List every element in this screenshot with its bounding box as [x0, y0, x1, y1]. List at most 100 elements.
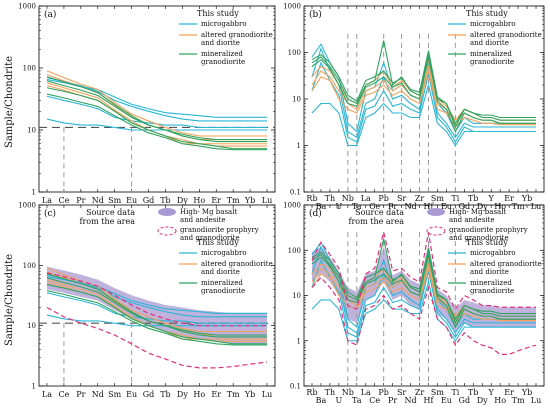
legend-entry-1-0: altered granodiorite	[470, 31, 542, 39]
legend-entry-2-0: mineralized	[201, 50, 243, 58]
source-data-label: Source data	[355, 208, 404, 217]
x-tick-label-Lu: Lu	[531, 396, 541, 405]
x-tick-label-Y: Y	[488, 388, 495, 397]
x-tick-label-Tb: Tb	[468, 194, 478, 203]
legend-entry-0-0: microgabbro	[201, 20, 247, 28]
x-tick-label-Yb: Yb	[244, 196, 255, 205]
x-tick-label-U: U	[336, 396, 343, 405]
x-tick-label-Ba: Ba	[316, 396, 327, 405]
x-tick-label-Pr: Pr	[76, 196, 85, 205]
legend-hmg-label-2: and andesite	[449, 216, 494, 224]
y-tick-label: 10	[27, 322, 36, 330]
legend-entry-2-1: granodiorite	[470, 287, 514, 295]
x-tick-label-Lu: Lu	[262, 196, 272, 205]
x-tick-label-Tb: Tb	[160, 390, 170, 399]
x-tick-label-Hf: Hf	[424, 396, 435, 405]
y-tick-label: 0.1	[290, 189, 301, 197]
panel-label: (a)	[44, 9, 56, 20]
y-tick-label: 100	[23, 65, 36, 73]
x-tick-label-Sm: Sm	[431, 194, 444, 203]
source-data-label-2: from the area	[80, 217, 136, 226]
series-mineralized-11	[46, 290, 267, 346]
y-tick-label: 100	[288, 49, 301, 57]
x-tick-label-Nd: Nd	[92, 196, 104, 205]
y-tick-label: 1000	[18, 3, 36, 11]
x-tick-label-Rb: Rb	[306, 388, 317, 397]
legend-entry-0-0: microgabbro	[470, 20, 516, 28]
panel-0: 1 10 100 1000 La Ce Pr Nd Sm Eu Gd Tb Dy Ho Er Tm Yb Lu (a…	[18, 3, 276, 205]
x-tick-label-Pr: Pr	[76, 390, 85, 399]
y-tick-label: 1000	[18, 202, 36, 210]
y-tick-label: 10	[27, 127, 36, 135]
x-tick-label-Zr: Zr	[415, 194, 425, 203]
series-altered-4	[46, 70, 267, 137]
legend-porphyry-label-2: and granodiorite	[180, 234, 240, 242]
x-tick-label-Eu: Eu	[441, 396, 452, 405]
series-microgabbro-1	[46, 274, 267, 318]
series-microgabbro-2	[311, 84, 536, 147]
x-tick-label-Sr: Sr	[397, 194, 406, 203]
series-microgabbro-0	[46, 95, 267, 128]
x-tick-label-Th: Th	[325, 388, 336, 397]
x-tick-label-Pb: Pb	[378, 194, 389, 203]
series-microgabbro-1	[46, 77, 267, 122]
y-tick-label: 0.1	[290, 383, 301, 391]
x-tick-label-Er: Er	[504, 388, 514, 397]
x-tick-label-Er: Er	[211, 196, 221, 205]
x-tick-label-Rb: Rb	[306, 194, 317, 203]
x-tick-label-Yb: Yb	[521, 194, 532, 203]
porphyry-envelope-upper	[46, 272, 267, 327]
legend-hmg-label: High- Mg basalt	[180, 208, 237, 216]
legend-this-study: This study	[466, 238, 508, 247]
x-tick-label-Lu: Lu	[262, 390, 272, 399]
series-mineralized-9	[311, 254, 536, 329]
panel-2: 1 10 100 1000 La Ce Pr Nd Sm Eu Gd Tb Dy Ho Er Tm Yb Lu (c…	[18, 202, 276, 399]
ylabel-top: Sample/Chondrite	[4, 56, 15, 148]
legend-hmg-label-2: and andesite	[180, 216, 225, 224]
x-tick-label-Zr: Zr	[415, 388, 425, 397]
series-mineralized-11	[46, 93, 267, 151]
x-tick-label-Ho: Ho	[193, 390, 205, 399]
x-tick-label-Nd: Nd	[404, 396, 416, 405]
x-tick-label-La: La	[361, 194, 371, 203]
legend-entry-2-1: granodiorite	[470, 58, 514, 66]
x-tick-label-Pr: Pr	[388, 396, 397, 405]
x-tick-label-Nb: Nb	[342, 194, 354, 203]
x-tick-label-Y: Y	[488, 194, 495, 203]
x-tick-label-La: La	[361, 388, 371, 397]
x-tick-label-Eu: Eu	[126, 196, 137, 205]
x-tick-label-Pb: Pb	[378, 388, 389, 397]
porphyry-envelope-lower	[46, 306, 268, 369]
x-tick-label-Ti: Ti	[451, 194, 459, 203]
x-tick-label-Tm: Tm	[512, 396, 525, 405]
legend-porphyry-label: granodiorite prophyry	[449, 226, 528, 234]
plot-frame	[38, 204, 276, 387]
series-mineralized-10	[46, 284, 267, 345]
x-tick-label-Nd: Nd	[92, 390, 104, 399]
y-tick-label: 100	[288, 247, 301, 255]
series-mineralized-9	[311, 56, 536, 133]
legend-porphyry-swatch	[157, 226, 177, 236]
porphyry-envelope-upper	[311, 232, 536, 311]
y-tick-label: 10	[292, 96, 301, 104]
legend-entry-2-0: mineralized	[470, 279, 512, 287]
x-tick-label-Ce: Ce	[58, 196, 69, 205]
legend-entry-1-1: and diorite	[470, 39, 509, 47]
legend-this-study: This study	[197, 9, 239, 18]
series-mineralized-9	[46, 76, 267, 141]
x-tick-label-Sm: Sm	[108, 390, 121, 399]
plot-frame	[38, 5, 276, 193]
y-tick-label: 1	[32, 383, 36, 391]
x-tick-label-Yb: Yb	[244, 390, 255, 399]
x-tick-label-Sr: Sr	[397, 388, 406, 397]
ylabel-bottom: Sample/Chondrite	[4, 254, 15, 346]
legend-porphyry-label-2: and granodiorite	[449, 234, 509, 242]
series-mineralized-10	[46, 87, 267, 150]
x-tick-label-Er: Er	[211, 390, 221, 399]
series-microgabbro-2	[46, 118, 267, 131]
x-tick-label-Nb: Nb	[342, 388, 354, 397]
series-altered-4	[46, 267, 267, 333]
source-data-label: Source data	[86, 208, 135, 217]
x-tick-label-Tm: Tm	[227, 196, 240, 205]
legend-entry-0-0: microgabbro	[201, 249, 247, 257]
